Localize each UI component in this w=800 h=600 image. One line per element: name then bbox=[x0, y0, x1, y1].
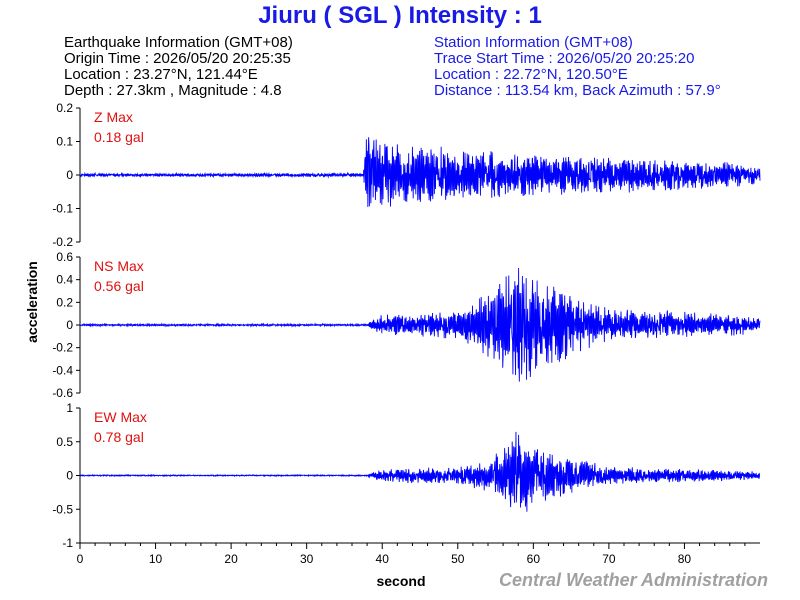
credit-text: Central Weather Administration bbox=[498, 570, 768, 590]
max-value-ew: 0.78 gal bbox=[94, 429, 144, 445]
y-tick-label: -0.1 bbox=[52, 202, 73, 216]
max-value-z: 0.18 gal bbox=[94, 129, 144, 145]
origin-time: Origin Time : 2026/05/20 20:25:35 bbox=[64, 50, 291, 67]
earthquake-info-heading: Earthquake Information (GMT+08) bbox=[64, 34, 293, 51]
chart-title: Jiuru ( SGL ) Intensity : 1 bbox=[258, 2, 542, 29]
max-label-z: Z Max bbox=[94, 109, 133, 125]
y-axis-label: acceleration bbox=[24, 261, 40, 343]
waveform-z bbox=[79, 137, 761, 208]
earthquake-info: Earthquake Information (GMT+08) Origin T… bbox=[64, 35, 293, 99]
y-tick-label: -0.5 bbox=[52, 502, 73, 516]
x-tick-label: 40 bbox=[376, 552, 390, 566]
y-tick-label: -0.4 bbox=[52, 363, 73, 377]
y-tick-label: 0 bbox=[66, 168, 73, 182]
station-location: Location : 22.72°N, 120.50°E bbox=[434, 66, 628, 83]
max-value-ns: 0.56 gal bbox=[94, 278, 144, 294]
x-tick-label: 60 bbox=[527, 552, 541, 566]
panel-ew: 1 0.5 0 -0.5 -1 EW Max 0.78 gal bbox=[52, 401, 761, 550]
x-tick-label: 30 bbox=[300, 552, 314, 566]
station-info: Station Information (GMT+08) Trace Start… bbox=[434, 35, 721, 99]
y-tick-label: 0.2 bbox=[56, 101, 73, 115]
y-tick-label: 0.1 bbox=[56, 135, 73, 149]
max-label-ns: NS Max bbox=[94, 258, 144, 274]
y-tick-label: 0.5 bbox=[56, 435, 73, 449]
x-tick-label: 80 bbox=[678, 552, 692, 566]
y-tick-label: 0.2 bbox=[56, 295, 73, 309]
y-tick-label: -0.2 bbox=[52, 341, 73, 355]
x-axis-label: second bbox=[376, 573, 425, 589]
y-tick-label: -0.6 bbox=[52, 386, 73, 400]
x-tick-label: 20 bbox=[224, 552, 238, 566]
station-distance: Distance : 113.54 km, Back Azimuth : 57.… bbox=[434, 82, 721, 99]
x-axis: 0 10 20 30 40 50 60 70 80 bbox=[77, 542, 760, 566]
x-tick-label: 70 bbox=[602, 552, 616, 566]
depth-magnitude: Depth : 27.3km , Magnitude : 4.8 bbox=[64, 82, 282, 99]
waveform-ns bbox=[79, 268, 761, 382]
panels-group: 0.2 0.1 0 -0.1 -0.2 Z Max 0.18 gal 0.6 0.4 0.2 0 -0… bbox=[52, 101, 761, 550]
y-tick-label: 0.6 bbox=[56, 250, 73, 264]
y-tick-label: -1 bbox=[62, 536, 73, 550]
y-tick-label: 0 bbox=[66, 318, 73, 332]
x-tick-label: 50 bbox=[451, 552, 465, 566]
y-tick-label: 1 bbox=[66, 401, 73, 415]
epicenter-location: Location : 23.27°N, 121.44°E bbox=[64, 66, 258, 83]
y-tick-label: -0.2 bbox=[52, 235, 73, 249]
max-label-ew: EW Max bbox=[94, 409, 147, 425]
waveform-ew bbox=[79, 431, 761, 512]
y-tick-label: 0 bbox=[66, 469, 73, 483]
x-tick-label: 10 bbox=[149, 552, 163, 566]
trace-start-time: Trace Start Time : 2026/05/20 20:25:20 bbox=[434, 50, 695, 67]
panel-z: 0.2 0.1 0 -0.1 -0.2 Z Max 0.18 gal bbox=[52, 101, 761, 249]
station-info-heading: Station Information (GMT+08) bbox=[434, 34, 633, 51]
y-tick-label: 0.4 bbox=[56, 273, 73, 287]
panel-ns: 0.6 0.4 0.2 0 -0.2 -0.4 -0.6 NS Max 0.56 gal bbox=[52, 250, 761, 400]
x-tick-label: 0 bbox=[77, 552, 84, 566]
